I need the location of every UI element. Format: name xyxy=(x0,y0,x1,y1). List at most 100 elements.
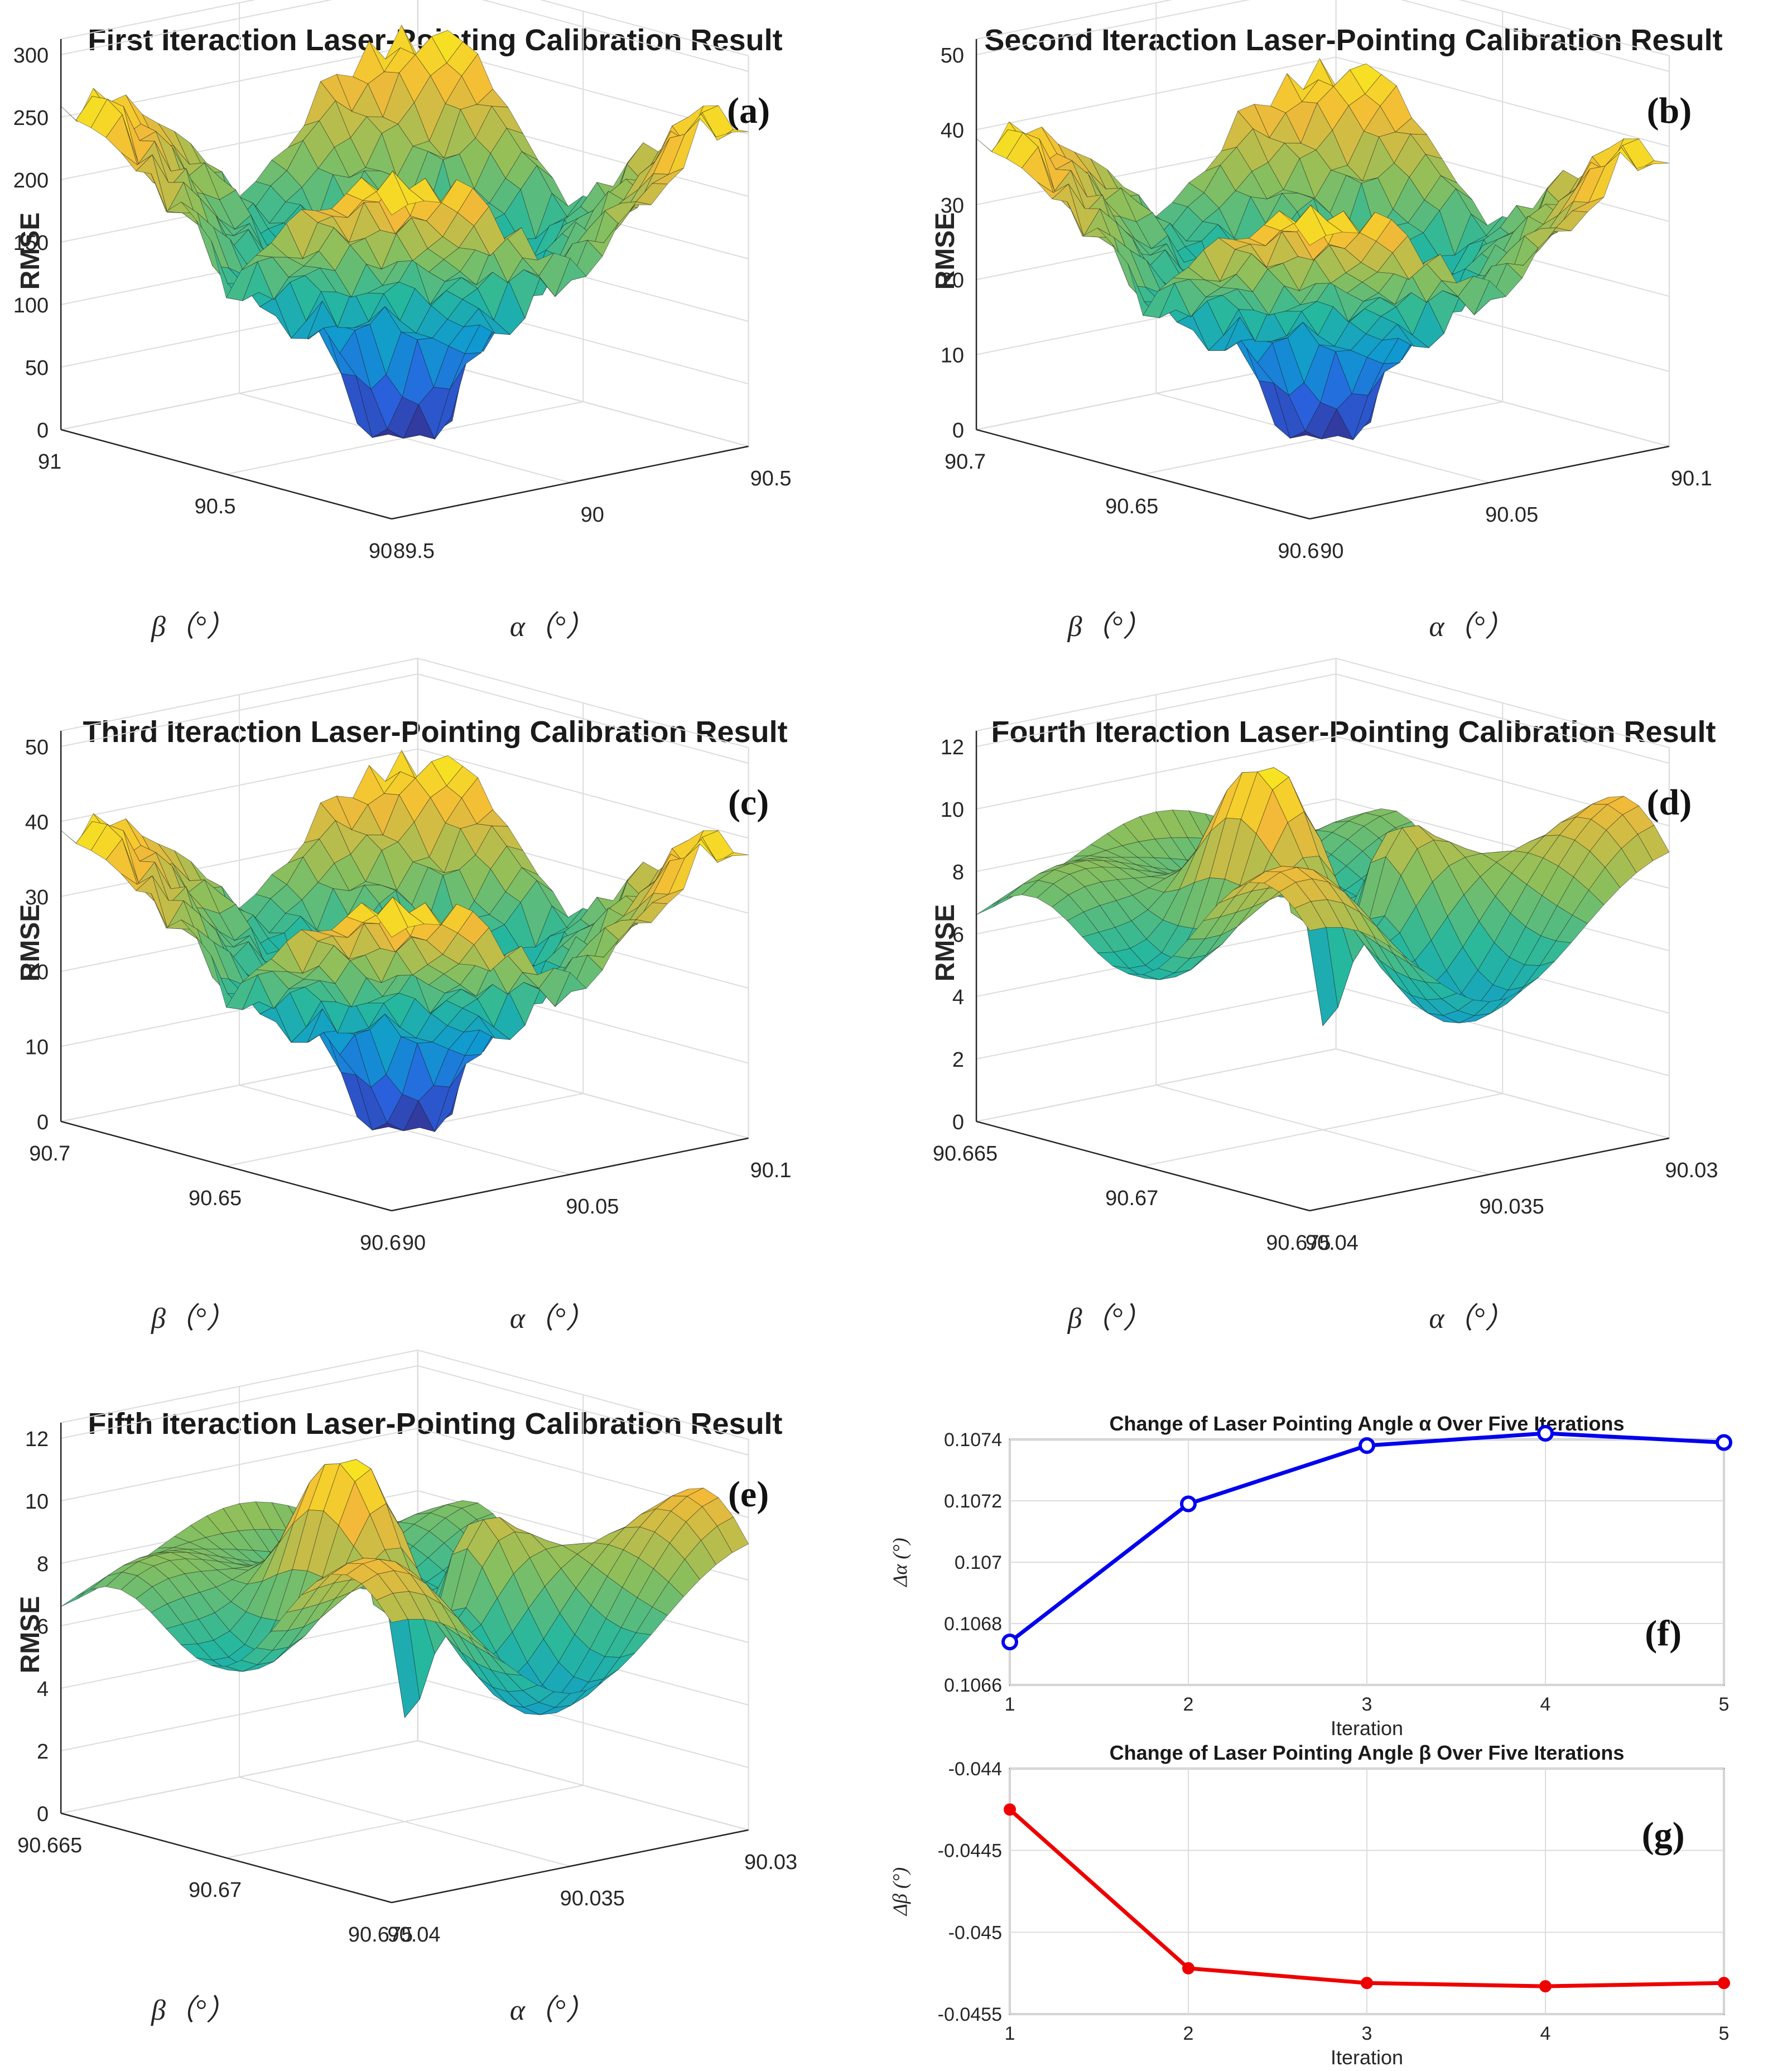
beta-tick-b-0: 90.7 xyxy=(945,450,986,474)
alpha-axis-label-e: α（°） xyxy=(510,1995,595,2026)
panel-g: 1 2 3 4 5 -0.0455 -0.045 -0.0445 -0.044 Change of… xyxy=(889,1741,1730,2069)
z-axis-label-d: RMSE xyxy=(931,904,960,982)
chart-title-b: Second Iteraction Laser-Pointing Calibra… xyxy=(984,23,1722,57)
z-axis-label-b: RMSE xyxy=(931,213,960,290)
z-tick-e-3: 6 xyxy=(37,1615,49,1639)
z-tick-c-4: 40 xyxy=(25,811,49,834)
chart-title-g: Change of Laser Pointing Angle β Over Fi… xyxy=(1110,1741,1625,1764)
x-tick-g-3: 4 xyxy=(1540,2023,1551,2044)
beta-tick-c-1: 90.65 xyxy=(189,1187,242,1210)
beta-tick-c-2: 90.6 xyxy=(360,1231,401,1255)
data-point-f-4 xyxy=(1716,1434,1732,1451)
x-axis-label-f: Iteration xyxy=(1331,1717,1403,1740)
z-tick-b-1: 10 xyxy=(941,344,964,368)
x-tick-f-3: 4 xyxy=(1540,1694,1551,1715)
z-axis-label-c: RMSE xyxy=(16,904,45,982)
data-point-g-4 xyxy=(1718,1977,1730,1990)
beta-tick-d-2: 90.675 xyxy=(1266,1231,1331,1255)
beta-tick-e-1: 90.67 xyxy=(189,1879,242,1902)
z-tick-e-2: 4 xyxy=(37,1678,49,1701)
y-tick-f-1: 0.1068 xyxy=(944,1614,1002,1635)
beta-tick-b-1: 90.65 xyxy=(1105,495,1158,518)
z-tick-e-6: 12 xyxy=(25,1428,49,1451)
z-tick-d-1: 2 xyxy=(952,1048,964,1072)
z-tick-a-2: 100 xyxy=(13,294,49,317)
chart-title-c: Third Iteraction Laser-Pointing Calibrat… xyxy=(83,715,787,749)
x-tick-g-2: 3 xyxy=(1362,2023,1372,2044)
beta-tick-a-1: 90.5 xyxy=(195,495,236,518)
z-tick-c-0: 0 xyxy=(37,1111,49,1134)
y-tick-g-3: -0.044 xyxy=(948,1759,1002,1780)
y-axis-label-f: Δα (°) xyxy=(889,1538,911,1587)
data-point-g-2 xyxy=(1361,1977,1373,1990)
z-axis-label-a: RMSE xyxy=(16,213,45,290)
alpha-axis-label-b: α（°） xyxy=(1429,611,1514,643)
panel-c: Third Iteraction Laser-Pointing Calibrat… xyxy=(16,657,792,1335)
beta-axis-label-e: β（°） xyxy=(151,1995,235,2026)
alpha-tick-a-1: 90 xyxy=(581,503,604,527)
data-point-f-2 xyxy=(1359,1437,1375,1454)
chart-title-e: Fifth Iteraction Laser-Pointing Calibrat… xyxy=(88,1407,782,1441)
data-point-g-3 xyxy=(1539,1980,1552,1993)
z-tick-c-3: 30 xyxy=(25,886,49,909)
panel-letter-f: (f) xyxy=(1645,1614,1682,1654)
z-tick-a-0: 0 xyxy=(37,419,49,442)
beta-tick-a-0: 91 xyxy=(38,450,61,474)
z-tick-b-0: 0 xyxy=(952,419,964,442)
y-axis-label-g: Δβ (°) xyxy=(889,1867,911,1916)
panel-d: Fourth Iteraction Laser-Pointing Calibra… xyxy=(931,657,1718,1335)
alpha-tick-e-2: 90.03 xyxy=(744,1851,797,1874)
panel-e: Fifth Iteraction Laser-Pointing Calibrat… xyxy=(16,1349,797,2026)
surface-a xyxy=(60,24,749,440)
beta-axis-label-c: β（°） xyxy=(151,1303,235,1335)
z-tick-a-5: 250 xyxy=(13,107,49,130)
panel-letter-e: (e) xyxy=(728,1474,769,1515)
data-point-g-0 xyxy=(1004,1803,1016,1816)
z-tick-a-4: 200 xyxy=(13,169,49,192)
alpha-tick-e-1: 90.035 xyxy=(560,1887,625,1910)
y-tick-f-3: 0.1072 xyxy=(944,1491,1002,1512)
x-axis-label-g: Iteration xyxy=(1331,2046,1403,2069)
alpha-axis-label-a: α（°） xyxy=(510,611,595,643)
beta-tick-c-0: 90.7 xyxy=(29,1142,70,1165)
beta-tick-e-2: 90.675 xyxy=(348,1923,413,1947)
y-tick-g-2: -0.0445 xyxy=(938,1841,1002,1862)
beta-axis-label-b: β（°） xyxy=(1067,611,1152,643)
x-tick-g-1: 2 xyxy=(1183,2023,1194,2044)
surface-b xyxy=(976,58,1669,441)
surface-e xyxy=(60,1458,749,1718)
x-tick-f-2: 3 xyxy=(1362,1694,1372,1715)
data-point-f-0 xyxy=(1001,1634,1018,1650)
data-point-f-1 xyxy=(1180,1495,1197,1513)
beta-tick-e-0: 90.665 xyxy=(17,1834,82,1857)
panel-b: Second Iteraction Laser-Pointing Calibra… xyxy=(931,0,1723,643)
data-point-g-1 xyxy=(1182,1962,1194,1974)
y-tick-g-0: -0.0455 xyxy=(938,2004,1002,2025)
x-tick-f-1: 2 xyxy=(1183,1694,1194,1715)
alpha-axis-label-d: α（°） xyxy=(1429,1303,1514,1335)
panel-letter-b: (b) xyxy=(1647,90,1692,131)
chart-title-d: Fourth Iteraction Laser-Pointing Calibra… xyxy=(991,715,1716,749)
beta-tick-d-1: 90.67 xyxy=(1105,1187,1158,1210)
panel-letter-g: (g) xyxy=(1642,1815,1685,1856)
x-tick-g-4: 5 xyxy=(1719,2023,1730,2044)
z-tick-c-1: 10 xyxy=(25,1036,49,1059)
z-tick-d-4: 8 xyxy=(952,861,964,884)
alpha-tick-d-0: 90.04 xyxy=(1306,1231,1359,1255)
x-tick-f-0: 1 xyxy=(1005,1694,1015,1715)
z-tick-a-1: 50 xyxy=(25,357,49,380)
z-tick-c-2: 20 xyxy=(25,961,49,984)
z-tick-b-5: 50 xyxy=(941,44,964,68)
data-point-f-3 xyxy=(1537,1425,1554,1442)
z-tick-d-5: 10 xyxy=(941,798,964,822)
panel-letter-a: (a) xyxy=(727,90,770,131)
y-tick-f-2: 0.107 xyxy=(955,1552,1002,1573)
z-tick-a-6: 300 xyxy=(13,44,49,68)
beta-tick-a-2: 90 xyxy=(369,540,392,563)
z-tick-e-1: 2 xyxy=(37,1740,49,1764)
alpha-tick-b-2: 90.1 xyxy=(1671,467,1712,490)
z-tick-d-3: 6 xyxy=(952,923,964,947)
panel-f: 1 2 3 4 50.10660.10680.1070.10720.1074Change… xyxy=(889,1412,1732,1740)
surface-d xyxy=(976,767,1670,1027)
